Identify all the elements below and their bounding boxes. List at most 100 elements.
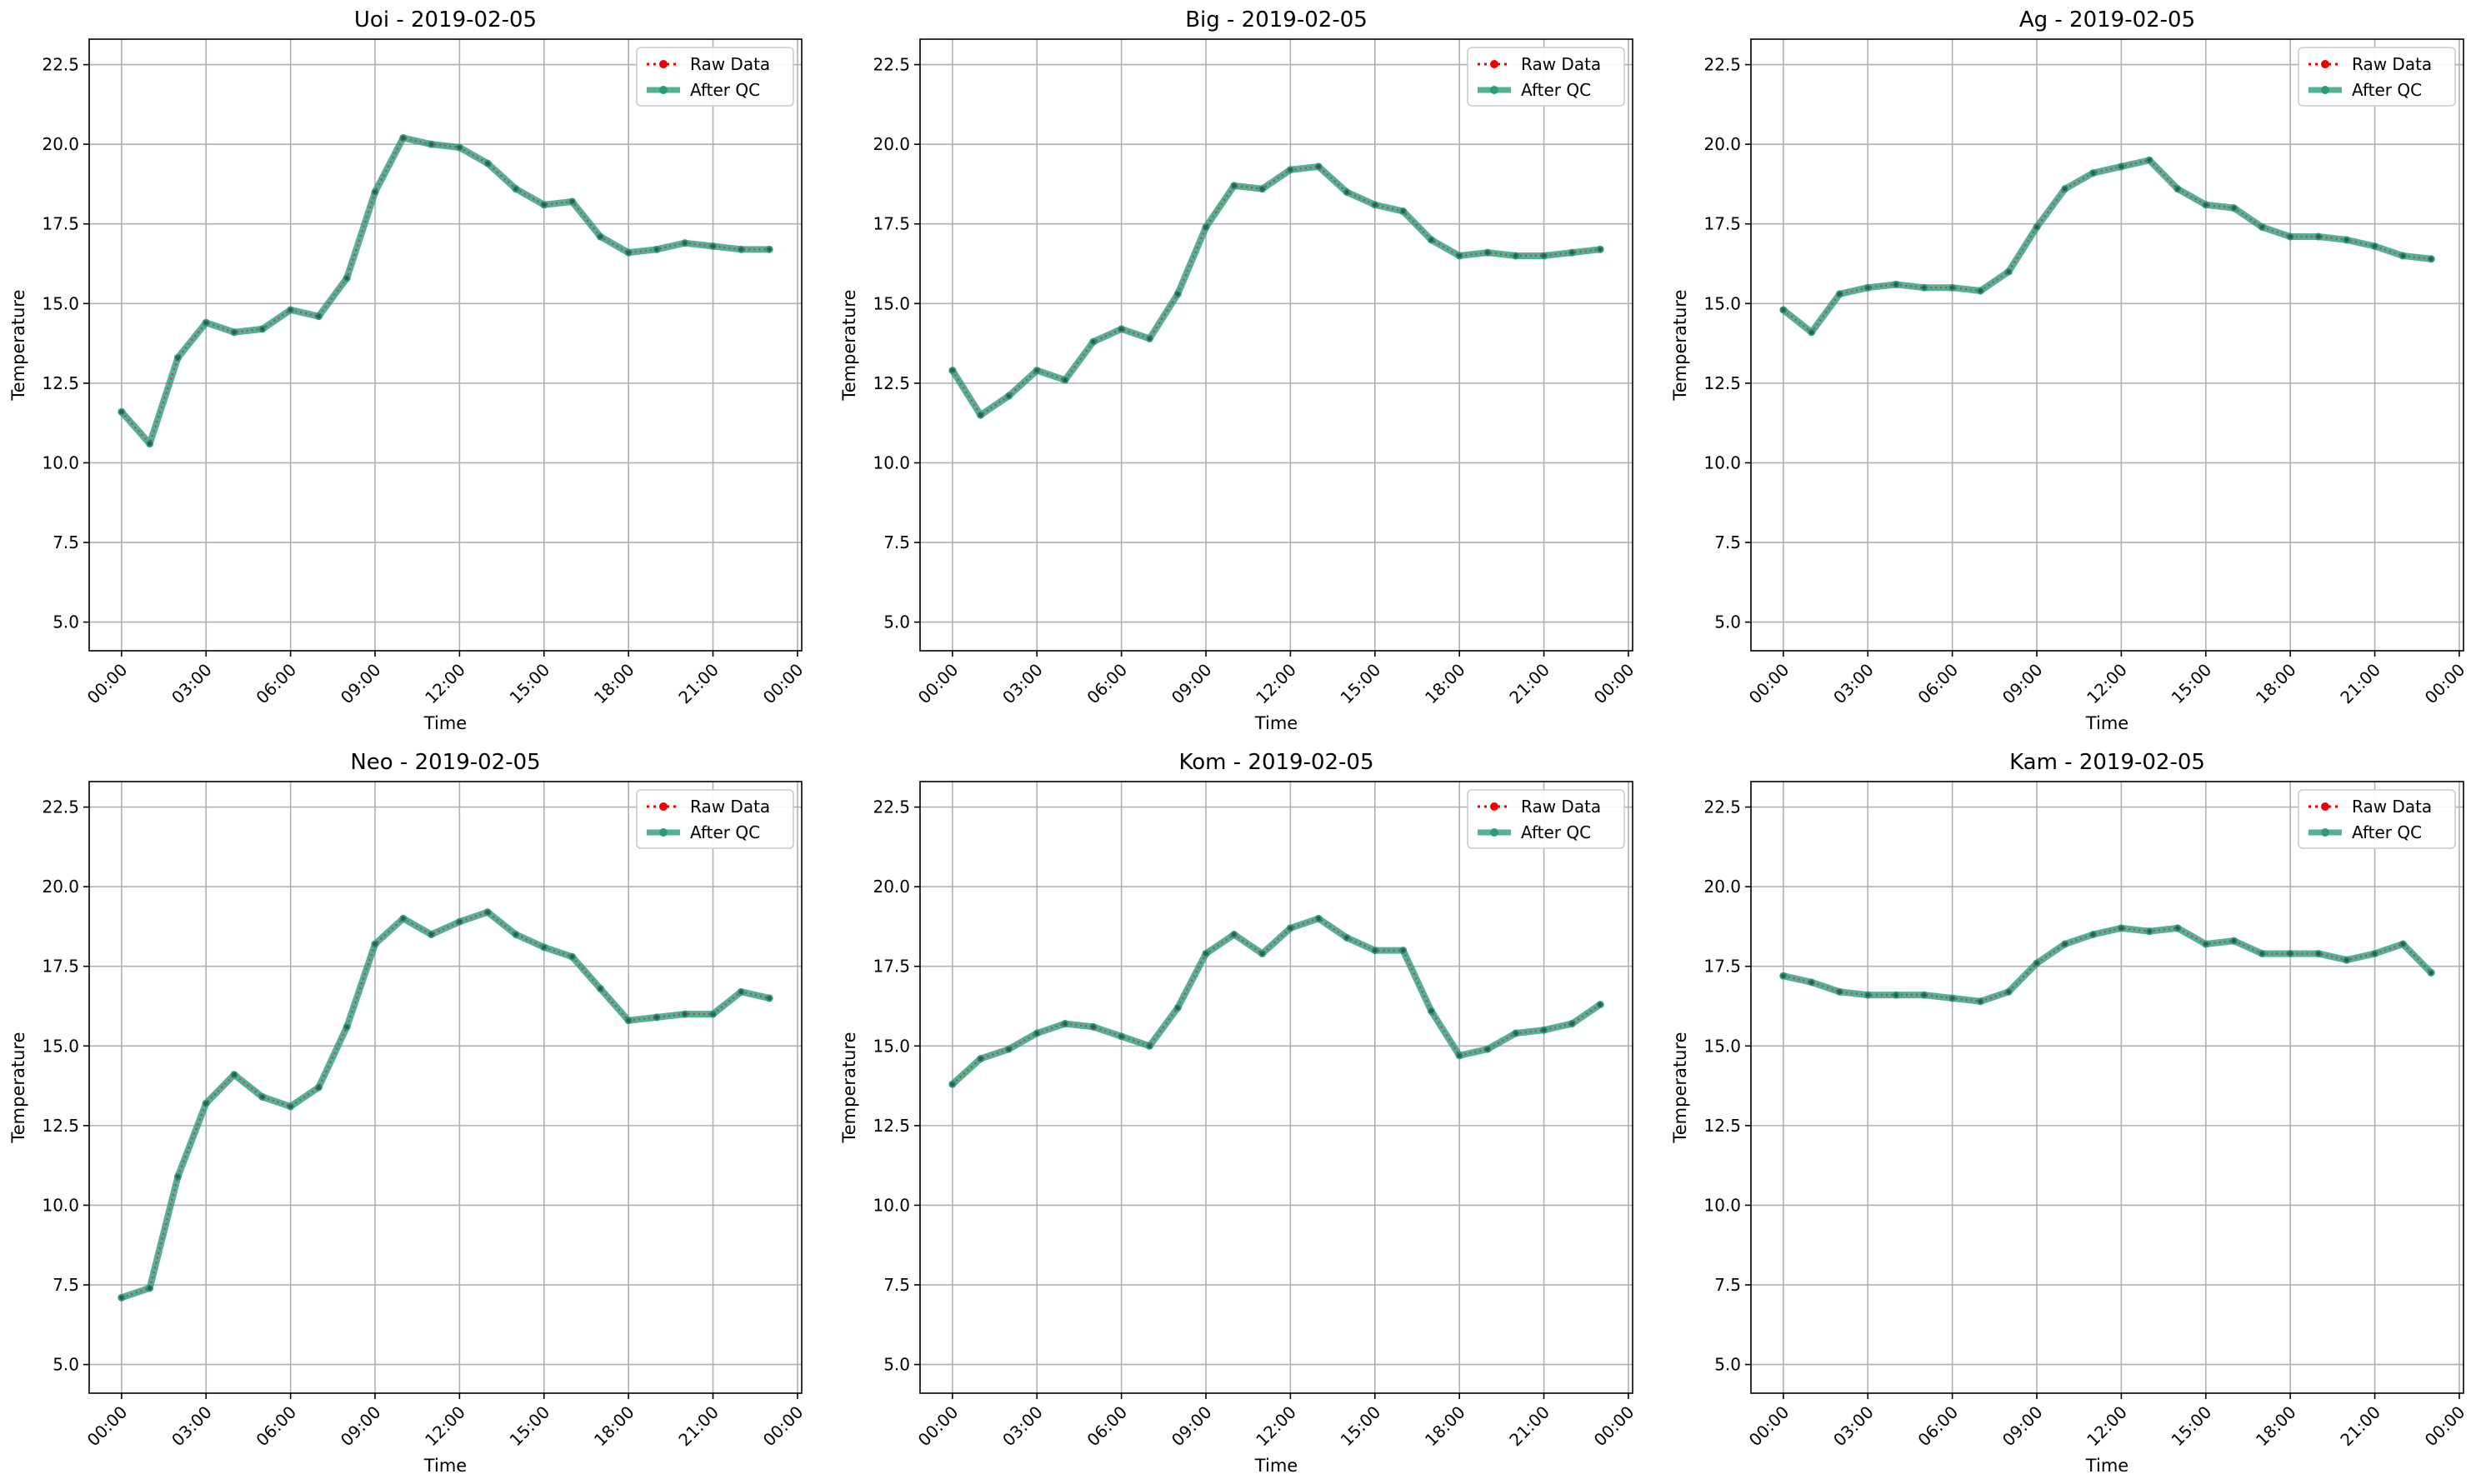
point-raw-data	[1063, 1021, 1068, 1027]
point-raw-data	[119, 409, 124, 414]
point-raw-data	[1781, 973, 1786, 978]
point-raw-data	[1288, 926, 1293, 931]
point-raw-data	[2400, 253, 2405, 258]
legend-marker-raw-data	[1490, 802, 1498, 811]
point-raw-data	[401, 135, 406, 141]
x-tick-label: 09:00	[1168, 1402, 1216, 1451]
point-raw-data	[1034, 367, 1039, 373]
series-line-raw-data	[1783, 927, 2432, 1003]
legend-label-after-qc: After QC	[690, 80, 760, 100]
x-tick-label: 00:00	[83, 660, 132, 708]
x-tick-label: 03:00	[168, 660, 216, 708]
legend-marker-raw-data	[1490, 60, 1498, 68]
point-raw-data	[513, 187, 518, 192]
x-tick-label: 00:00	[2421, 1402, 2469, 1451]
x-tick-label: 09:00	[1998, 1402, 2047, 1451]
point-raw-data	[2428, 257, 2433, 262]
x-tick-label: 15:00	[506, 660, 554, 708]
point-raw-data	[2288, 951, 2293, 957]
point-raw-data	[429, 142, 434, 147]
point-raw-data	[738, 989, 743, 994]
point-raw-data	[1457, 253, 1462, 258]
point-raw-data	[344, 276, 349, 281]
point-raw-data	[1373, 202, 1378, 207]
y-tick-label: 22.5	[42, 55, 79, 75]
point-raw-data	[401, 916, 406, 921]
point-raw-data	[1513, 1031, 1518, 1036]
point-raw-data	[1006, 1047, 1012, 1052]
y-tick-label: 20.0	[873, 134, 910, 154]
legend-marker-after-qc	[1490, 828, 1498, 837]
x-tick-label: 15:00	[1337, 660, 1385, 708]
y-tick-label: 20.0	[873, 877, 910, 897]
x-tick-label: 12:00	[2083, 1402, 2131, 1451]
point-raw-data	[2006, 989, 2011, 994]
point-raw-data	[626, 1018, 631, 1023]
point-raw-data	[1232, 183, 1237, 188]
x-tick-label: 00:00	[759, 1402, 808, 1451]
y-tick-label: 20.0	[1703, 877, 1741, 897]
point-raw-data	[148, 1286, 153, 1291]
x-tick-label: 00:00	[1745, 1402, 1793, 1451]
point-raw-data	[1865, 992, 1870, 997]
x-tick-label: 06:00	[1913, 1402, 1962, 1451]
point-raw-data	[1485, 1047, 1490, 1052]
point-raw-data	[1034, 1031, 1039, 1036]
legend-marker-after-qc	[659, 828, 668, 837]
legend-marker-raw-data	[659, 802, 668, 811]
y-axis-label: Temperature	[1670, 289, 1690, 401]
y-axis-label: Temperature	[1670, 1032, 1690, 1143]
x-axis-label: Time	[1254, 1456, 1298, 1476]
y-tick-label: 10.0	[1703, 1195, 1741, 1215]
y-tick-label: 22.5	[873, 55, 910, 75]
point-raw-data	[1091, 339, 1096, 344]
y-tick-label: 17.5	[42, 214, 79, 234]
point-raw-data	[569, 199, 575, 204]
x-tick-label: 06:00	[252, 1402, 300, 1451]
point-raw-data	[2316, 234, 2321, 239]
point-raw-data	[2316, 951, 2321, 957]
y-tick-label: 7.5	[883, 1275, 910, 1295]
chart-title: Kam - 2019-02-05	[2009, 750, 2205, 775]
point-raw-data	[1400, 948, 1406, 953]
y-tick-label: 10.0	[42, 1195, 79, 1215]
point-raw-data	[1232, 932, 1237, 937]
point-raw-data	[1809, 330, 1814, 335]
point-raw-data	[429, 932, 434, 937]
point-raw-data	[485, 910, 490, 915]
y-tick-label: 20.0	[42, 134, 79, 154]
point-raw-data	[203, 1101, 208, 1106]
y-tick-label: 12.5	[873, 1116, 910, 1136]
point-raw-data	[950, 1082, 955, 1087]
point-raw-data	[1260, 187, 1265, 192]
legend-marker-after-qc	[1490, 86, 1498, 94]
y-tick-label: 17.5	[1703, 957, 1741, 977]
point-raw-data	[2175, 187, 2180, 192]
point-raw-data	[1569, 1021, 1574, 1027]
x-tick-label: 06:00	[252, 660, 300, 708]
point-raw-data	[1781, 307, 1786, 312]
y-tick-label: 12.5	[873, 373, 910, 393]
point-raw-data	[542, 202, 547, 207]
y-tick-label: 5.0	[1714, 1355, 1741, 1375]
x-axis-label: Time	[2085, 1456, 2128, 1476]
point-raw-data	[1063, 377, 1068, 382]
x-tick-label: 15:00	[2168, 660, 2216, 708]
series-line-after-qc	[118, 908, 773, 1302]
point-raw-data	[2006, 269, 2011, 274]
point-raw-data	[232, 330, 237, 335]
y-axis-label: Temperature	[839, 289, 859, 401]
x-tick-label: 09:00	[337, 1402, 385, 1451]
point-raw-data	[1119, 1034, 1124, 1039]
y-tick-label: 15.0	[1703, 1036, 1741, 1056]
point-raw-data	[1288, 167, 1293, 172]
point-raw-data	[2063, 942, 2068, 947]
series-line-raw-data	[121, 911, 770, 1299]
legend-marker-raw-data	[2321, 802, 2329, 811]
chart-panel-4: 5.0 7.5 10.0 12.5 15.0 17.5 20.0 22.5 00:00 03:00…	[8, 750, 807, 1476]
x-tick-label: 00:00	[914, 1402, 963, 1451]
point-raw-data	[1513, 253, 1518, 258]
point-raw-data	[1006, 393, 1012, 398]
x-tick-label: 09:00	[1168, 660, 1216, 708]
y-tick-label: 10.0	[1703, 452, 1741, 472]
